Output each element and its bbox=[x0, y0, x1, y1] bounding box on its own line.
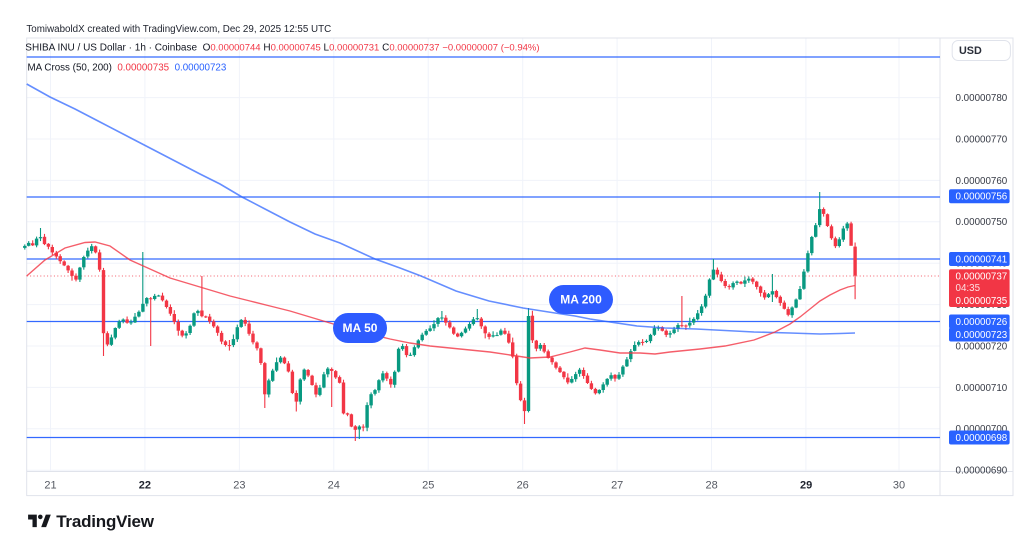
svg-text:MA 50: MA 50 bbox=[343, 321, 378, 335]
svg-text:0.00000690: 0.00000690 bbox=[956, 466, 1008, 477]
svg-text:0.00000723: 0.00000723 bbox=[956, 330, 1008, 341]
svg-text:0.00000741: 0.00000741 bbox=[956, 254, 1008, 265]
svg-text:0.00000770: 0.00000770 bbox=[956, 134, 1008, 145]
svg-text:04:35: 04:35 bbox=[956, 283, 981, 294]
svg-text:21: 21 bbox=[44, 479, 56, 491]
svg-text:29: 29 bbox=[800, 479, 812, 491]
svg-text:USD: USD bbox=[959, 45, 982, 57]
svg-text:TradingView: TradingView bbox=[56, 512, 155, 531]
svg-text:0.00000750: 0.00000750 bbox=[956, 217, 1008, 228]
svg-text:0.00000700: 0.00000700 bbox=[956, 424, 1008, 435]
svg-text:22: 22 bbox=[139, 479, 151, 491]
svg-text:TomiwaboldX created with Tradi: TomiwaboldX created with TradingView.com… bbox=[26, 24, 331, 35]
svg-text:0.00000720: 0.00000720 bbox=[956, 341, 1008, 352]
svg-text:26: 26 bbox=[517, 479, 529, 491]
svg-text:23: 23 bbox=[233, 479, 245, 491]
svg-text:27: 27 bbox=[611, 479, 623, 491]
svg-text:MA Cross (50, 200) 0.00000735: MA Cross (50, 200) 0.00000735 0.00000723 bbox=[28, 63, 227, 74]
svg-text:0.00000760: 0.00000760 bbox=[956, 176, 1008, 187]
svg-text:SHIBA INU / US Dollar · 1h · C: SHIBA INU / US Dollar · 1h · Coinbase O0… bbox=[25, 42, 539, 53]
svg-text:30: 30 bbox=[893, 479, 905, 491]
svg-text:0.00000735: 0.00000735 bbox=[956, 296, 1008, 307]
svg-text:0.00000710: 0.00000710 bbox=[956, 383, 1008, 394]
svg-text:24: 24 bbox=[328, 479, 340, 491]
svg-text:0.00000756: 0.00000756 bbox=[956, 192, 1008, 203]
svg-text:28: 28 bbox=[705, 479, 717, 491]
svg-text:MA 200: MA 200 bbox=[560, 293, 602, 307]
svg-text:0.00000698: 0.00000698 bbox=[956, 433, 1008, 444]
svg-text:25: 25 bbox=[422, 479, 434, 491]
svg-text:0.00000726: 0.00000726 bbox=[956, 317, 1008, 328]
svg-text:0.00000737: 0.00000737 bbox=[956, 271, 1008, 282]
svg-text:0.00000780: 0.00000780 bbox=[956, 93, 1008, 104]
